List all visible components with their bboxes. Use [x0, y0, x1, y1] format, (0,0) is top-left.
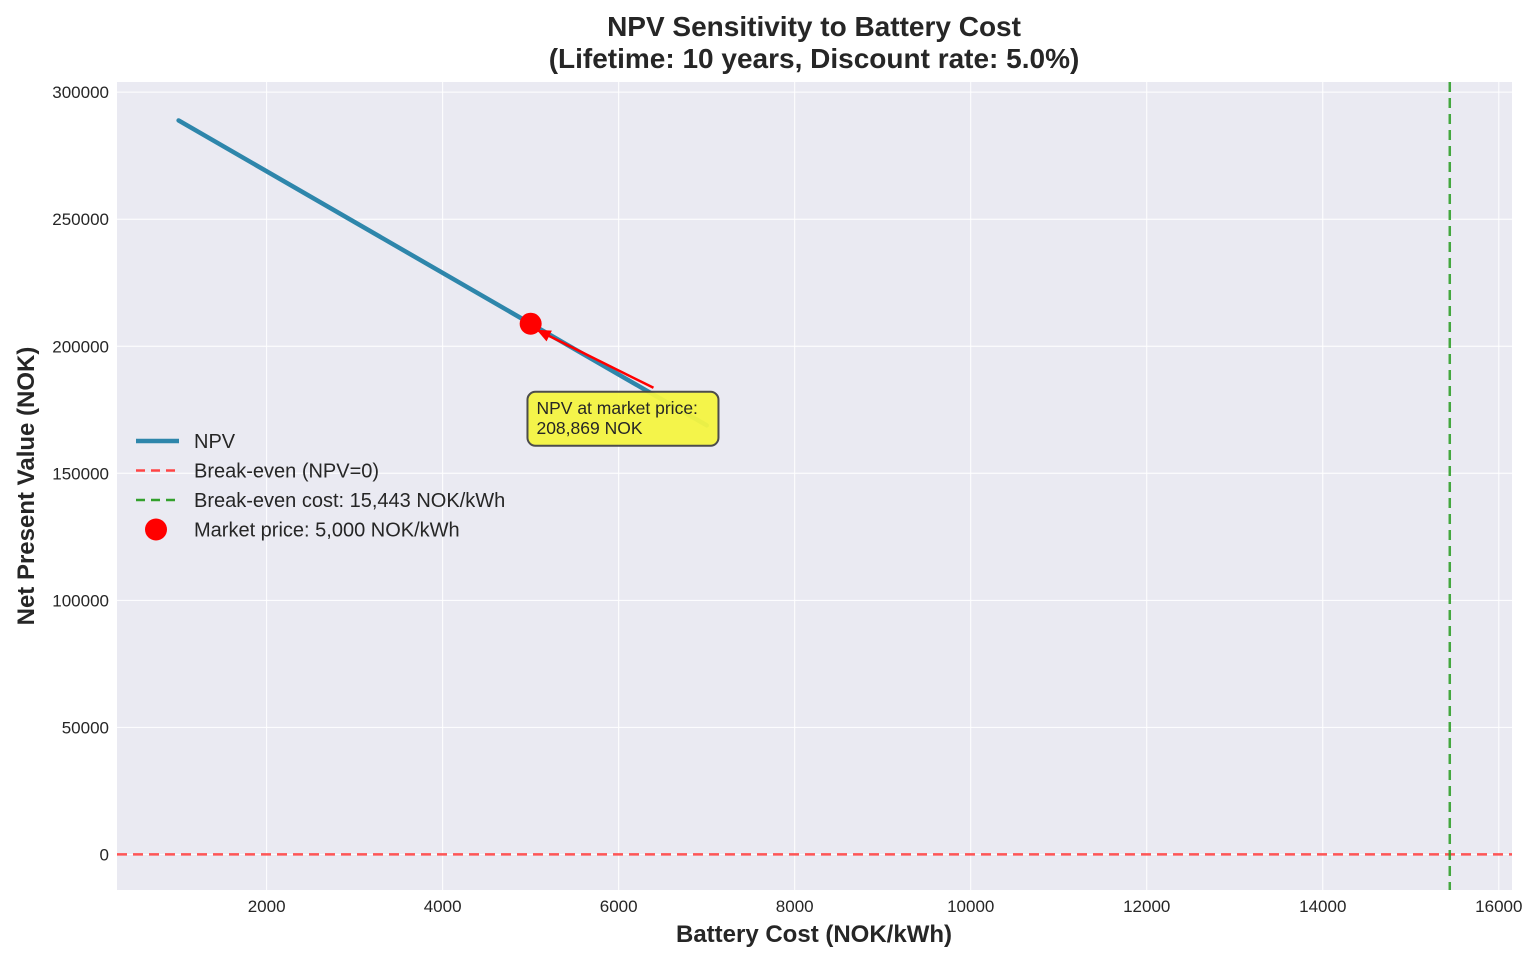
y-tick-label: 0 — [100, 845, 109, 864]
y-tick-label: 200000 — [52, 337, 109, 356]
annotation-arrow — [536, 328, 655, 389]
annotation-text: NPV at market price: — [536, 398, 697, 418]
annotation-box — [526, 390, 720, 447]
legend-swatch-marker — [145, 518, 167, 541]
legend: NPV Break-even (NPV=0) Break-even cost: 15… — [136, 431, 505, 542]
y-tick-label: 100000 — [52, 591, 109, 610]
market-price-marker — [519, 312, 542, 335]
annotation-layer: NPV at market price:208,869 NOK — [526, 328, 720, 447]
x-tick-label: 10000 — [947, 897, 994, 916]
chart-subtitle: (Lifetime: 10 years, Discount rate: 5.0%… — [549, 43, 1080, 74]
legend-label: Break-even cost: 15,443 NOK/kWh — [194, 490, 505, 512]
y-axis-label: Net Present Value (NOK) — [13, 347, 40, 626]
reference-lines — [117, 82, 1512, 890]
x-tick-label: 2000 — [248, 897, 286, 916]
y-tick-label: 50000 — [62, 718, 109, 737]
x-axis-label: Battery Cost (NOK/kWh) — [676, 921, 952, 948]
x-tick-label: 6000 — [600, 897, 638, 916]
x-tick-label: 12000 — [1123, 897, 1170, 916]
x-tick-label: 16000 — [1475, 897, 1522, 916]
y-tick-label: 150000 — [52, 464, 109, 483]
legend-label: Break-even (NPV=0) — [194, 461, 379, 483]
x-tick-label: 8000 — [776, 897, 814, 916]
y-tick-label: 250000 — [52, 210, 109, 229]
y-tick-label: 300000 — [52, 83, 109, 102]
chart-title: NPV Sensitivity to Battery Cost — [607, 11, 1021, 42]
series-layer — [176, 118, 709, 428]
legend-label: NPV — [194, 431, 236, 453]
annotation-arrowhead — [536, 329, 552, 342]
tick-labels: 2000 4000 6000 8000 10000 12000 14000 16000 0 500… — [52, 83, 1522, 916]
annotation-text: 208,869 NOK — [536, 418, 642, 438]
x-tick-label: 4000 — [424, 897, 462, 916]
x-tick-label: 14000 — [1299, 897, 1346, 916]
legend-label: Market price: 5,000 NOK/kWh — [194, 520, 460, 542]
npv-series-line — [176, 118, 709, 428]
